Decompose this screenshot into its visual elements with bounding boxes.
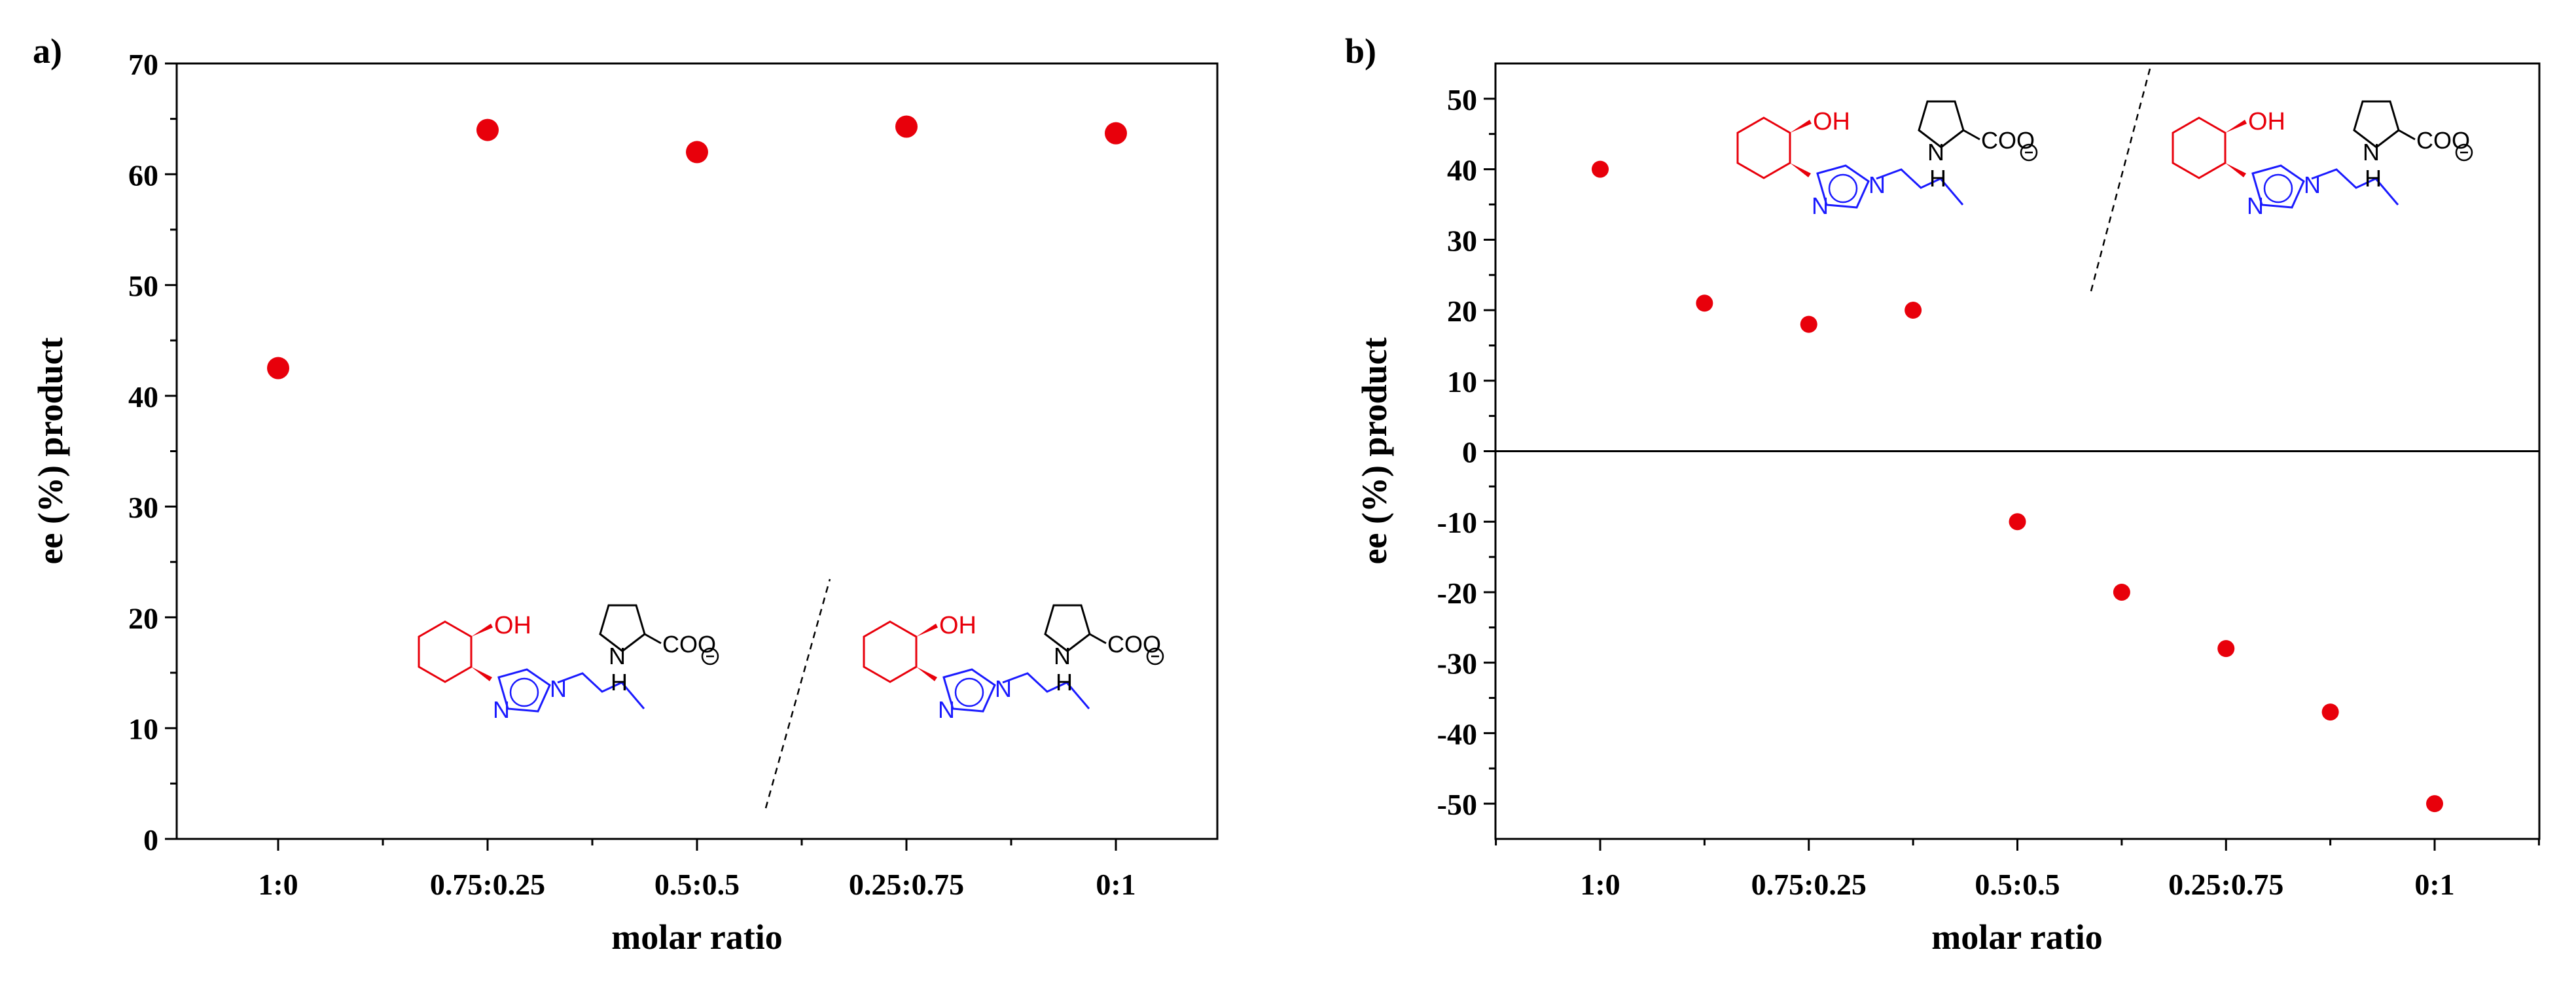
x-tick-label: 1:0 [1580, 868, 1620, 901]
data-point [686, 141, 708, 164]
svg-text:N: N [2363, 139, 2380, 166]
svg-text:N: N [2247, 192, 2264, 219]
svg-text:N: N [1927, 139, 1944, 166]
y-tick-label: 70 [128, 48, 158, 81]
y-tick-label: 50 [128, 270, 158, 303]
y-tick-label: 10 [1447, 365, 1477, 399]
y-tick-label: -10 [1437, 506, 1477, 539]
data-point [1696, 294, 1713, 312]
data-point [1592, 160, 1609, 178]
svg-text:N: N [1812, 192, 1829, 219]
x-tick-label: 0.75:0.25 [1751, 868, 1867, 901]
svg-text:COO: COO [662, 631, 716, 658]
svg-text:OH: OH [2248, 108, 2285, 135]
svg-text:COO: COO [1107, 631, 1161, 658]
structure-diagram-a-right: OH N N N H COO [863, 604, 1164, 723]
y-tick-label: 0 [143, 823, 158, 857]
y-axis-a: 0 10 20 30 40 50 60 70 [128, 48, 177, 857]
svg-text:N: N [995, 675, 1012, 702]
y-tick-label: 0 [1462, 436, 1477, 469]
x-tick-label: 0.25:0.75 [849, 868, 964, 901]
data-point [476, 118, 499, 141]
y-tick-label: 40 [1447, 154, 1477, 187]
data-point [895, 115, 918, 138]
y-tick-label: 60 [128, 158, 158, 192]
data-point [2426, 795, 2443, 813]
y-tick-label: 40 [128, 380, 158, 414]
plot-frame-a [175, 62, 1219, 840]
svg-text:N: N [1869, 171, 1886, 198]
y-tick-label: 10 [128, 713, 158, 746]
panel-label-a: a) [33, 31, 62, 71]
svg-text:H: H [1056, 669, 1073, 696]
x-tick-label: 0.5:0.5 [1975, 868, 2060, 901]
chart-panel-b: b) -50 -40 -30 -20 -10 0 10 20 30 40 50 1:0 0.75:0.… [1345, 31, 2541, 957]
svg-text:N: N [938, 696, 955, 723]
x-tick-label: 0:1 [2414, 868, 2454, 901]
y-tick-label: 20 [128, 601, 158, 635]
svg-text:OH: OH [939, 612, 976, 639]
x-axis-label-b: molar ratio [1931, 917, 2102, 957]
data-point [1800, 315, 1817, 333]
y-axis-label-a: ee (%) product [31, 338, 70, 565]
svg-text:COO: COO [2416, 127, 2470, 154]
structure-diagram-a-left: OH N N N H COO [418, 604, 719, 723]
x-axis-b: 1:0 0.75:0.25 0.5:0.5 0.25:0.75 0:1 [1495, 839, 2540, 901]
x-axis-a: 1:0 0.75:0.25 0.5:0.5 0.25:0.75 0:1 [258, 839, 1136, 901]
y-tick-label: 50 [1447, 83, 1477, 116]
data-points-a [267, 115, 1127, 380]
svg-text:H: H [1929, 165, 1946, 192]
data-point [2217, 640, 2235, 658]
y-axis-label-b: ee (%) product [1355, 338, 1394, 565]
chart-panel-a: a) 0 10 20 30 40 50 60 70 1:0 0.75:0.25 0.5:0.5 0.… [31, 31, 1219, 957]
data-points-b [1592, 160, 2443, 813]
y-tick-label: 20 [1447, 294, 1477, 328]
x-tick-label: 0.75:0.25 [430, 868, 545, 901]
x-tick-label: 0:1 [1096, 868, 1136, 901]
data-point [1905, 302, 1922, 319]
svg-text:COO: COO [1981, 127, 2035, 154]
svg-text:N: N [493, 696, 510, 723]
y-tick-label: -20 [1437, 577, 1477, 610]
svg-text:N: N [2304, 171, 2321, 198]
y-axis-b: -50 -40 -30 -20 -10 0 10 20 30 40 50 [1437, 83, 1495, 821]
structure-diagram-b-right: OH N N N H COO [2172, 100, 2473, 219]
svg-text:H: H [611, 669, 628, 696]
structure-diagram-b-left: OH N N N H COO [1736, 100, 2038, 219]
data-point [2321, 703, 2339, 721]
y-tick-label: 30 [1447, 224, 1477, 257]
x-tick-label: 0.5:0.5 [654, 868, 740, 901]
dashed-divider-b [2090, 68, 2151, 292]
dashed-divider-a [764, 578, 831, 809]
svg-text:N: N [550, 675, 567, 702]
svg-text:OH: OH [1813, 108, 1850, 135]
data-point [2113, 583, 2130, 601]
y-tick-label: -40 [1437, 717, 1477, 751]
struct-oh-label: OH [494, 612, 531, 639]
x-axis-label-a: molar ratio [611, 917, 782, 957]
data-point [2009, 513, 2026, 531]
panel-label-b: b) [1345, 31, 1376, 71]
svg-text:N: N [1054, 643, 1071, 669]
y-tick-label: 30 [128, 491, 158, 524]
x-tick-label: 0.25:0.75 [2168, 868, 2283, 901]
data-point [1105, 122, 1127, 145]
x-tick-label: 1:0 [258, 868, 298, 901]
svg-text:H: H [2365, 165, 2382, 192]
svg-text:N: N [609, 643, 626, 669]
y-tick-label: -50 [1437, 788, 1477, 821]
data-point [267, 357, 289, 380]
y-tick-label: -30 [1437, 647, 1477, 681]
